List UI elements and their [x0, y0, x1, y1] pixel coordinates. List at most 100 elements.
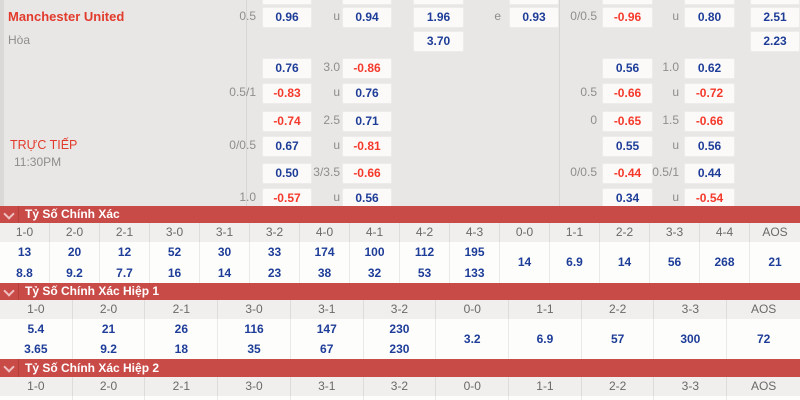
- score-odds[interactable]: 230: [389, 342, 410, 356]
- over-under-line: 1.5: [662, 113, 679, 127]
- over-under-odds[interactable]: 0.56: [684, 136, 735, 157]
- handicap-odds[interactable]: -0.74: [262, 111, 312, 132]
- score-odds[interactable]: 72: [756, 332, 771, 346]
- section-toggle-button[interactable]: [0, 206, 19, 223]
- over-under-odds[interactable]: 0.71: [342, 111, 392, 132]
- 1x2-odds[interactable]: 2.23: [750, 31, 800, 52]
- over-under-odds[interactable]: -0.86: [342, 58, 392, 79]
- score-odds[interactable]: 26: [174, 322, 189, 336]
- handicap-line: 1.0: [239, 190, 256, 204]
- score-odds[interactable]: 3.65: [24, 342, 48, 356]
- handicap-odds[interactable]: -0.83: [262, 83, 312, 104]
- score-odds[interactable]: 6.9: [536, 332, 554, 346]
- score-odds[interactable]: 3.2: [463, 332, 481, 346]
- over-under-odds[interactable]: 0.94: [342, 7, 392, 28]
- score-odds[interactable]: 18: [174, 342, 189, 356]
- over-under-odds[interactable]: 0.56: [342, 188, 392, 206]
- score-odds[interactable]: 30: [217, 245, 232, 259]
- score-cell: 30 14: [200, 242, 250, 283]
- score-odds[interactable]: 147: [316, 322, 337, 336]
- handicap-odds[interactable]: -0.66: [602, 83, 653, 104]
- score-odds[interactable]: 9.2: [100, 342, 117, 356]
- score-cell: 20 9.2: [50, 242, 100, 283]
- score-cell: [218, 396, 291, 400]
- score-odds[interactable]: 56: [667, 255, 682, 269]
- score-odds[interactable]: 8.8: [16, 265, 33, 280]
- over-under-odds[interactable]: 0.62: [684, 58, 735, 79]
- score-odds[interactable]: 38: [317, 265, 332, 280]
- handicap-odds[interactable]: 0.67: [262, 136, 312, 157]
- over-under-odds[interactable]: -0.81: [342, 136, 392, 157]
- score-odds[interactable]: 112: [414, 245, 435, 259]
- score-cell: 12 7.7: [100, 242, 150, 283]
- score-odds[interactable]: 195: [464, 245, 485, 259]
- handicap-odds[interactable]: -0.65: [602, 111, 653, 132]
- score-cell: 174 38: [300, 242, 350, 283]
- over-under-odds[interactable]: -0.66: [342, 163, 392, 184]
- score-header: AOS: [750, 379, 777, 393]
- score-odds[interactable]: 53: [417, 265, 432, 280]
- score-odds[interactable]: 12: [117, 245, 132, 259]
- score-odds[interactable]: 230: [389, 322, 410, 336]
- section-toggle-button[interactable]: [0, 359, 19, 377]
- score-odds[interactable]: 57: [610, 332, 625, 346]
- score-cell: 230 230: [364, 319, 437, 359]
- handicap-odds[interactable]: 0.96: [262, 7, 312, 28]
- handicap-odds[interactable]: 0.34: [602, 188, 653, 206]
- score-odds[interactable]: 13: [17, 245, 32, 259]
- score-header: 3-2: [250, 223, 300, 242]
- score-odds[interactable]: 20: [67, 245, 82, 259]
- score-odds[interactable]: 7.7: [116, 265, 133, 280]
- score-cell: 26 18: [146, 319, 219, 359]
- over-under-odds[interactable]: 0.80: [684, 7, 735, 28]
- score-odds[interactable]: 268: [714, 255, 735, 269]
- score-odds[interactable]: 14: [517, 255, 532, 269]
- 1x2-odds[interactable]: 3.70: [413, 31, 464, 52]
- score-odds[interactable]: 21: [768, 255, 782, 269]
- score-odds[interactable]: 33: [267, 245, 282, 259]
- score-odds[interactable]: 100: [364, 245, 385, 259]
- score-odds[interactable]: 23: [267, 265, 282, 280]
- handicap-odds[interactable]: 0.76: [262, 58, 312, 79]
- over-under-odds[interactable]: 0.76: [342, 83, 392, 104]
- score-odds[interactable]: 5.4: [27, 322, 45, 336]
- over-under-odds[interactable]: -0.66: [684, 111, 735, 132]
- score-cell: 57: [582, 319, 655, 359]
- handicap-odds[interactable]: -0.44: [602, 163, 653, 184]
- section-title: Tỷ Số Chính Xác: [25, 207, 120, 221]
- handicap-line: 0.5: [239, 9, 256, 23]
- score-odds[interactable]: 6.9: [566, 255, 583, 269]
- handicap-odds[interactable]: 0.56: [602, 58, 653, 79]
- score-odds[interactable]: 67: [320, 342, 334, 356]
- section-toggle-button[interactable]: [0, 283, 19, 300]
- handicap-odds[interactable]: -0.57: [262, 188, 312, 206]
- score-odds[interactable]: 32: [367, 265, 382, 280]
- score-header: 3-0: [218, 300, 291, 319]
- score-odds[interactable]: 16: [167, 265, 182, 280]
- score-cell: 21: [750, 242, 800, 283]
- score-odds[interactable]: 35: [247, 342, 261, 356]
- over-under-line: 0.5/1: [652, 165, 679, 179]
- handicap-odds[interactable]: 0.55: [602, 136, 653, 157]
- score-odds[interactable]: 14: [217, 265, 232, 280]
- over-under-odds[interactable]: -0.54: [684, 188, 735, 206]
- score-odds[interactable]: 9.2: [66, 265, 83, 280]
- over-under-line: u: [333, 138, 340, 152]
- handicap-line: 0/0.5: [570, 9, 597, 23]
- score-header: AOS: [762, 225, 788, 239]
- odd-even-odds[interactable]: 0.93: [509, 7, 559, 28]
- handicap-odds[interactable]: 0.50: [262, 163, 312, 184]
- over-under-odds[interactable]: -0.72: [684, 83, 735, 104]
- score-odds[interactable]: 21: [101, 322, 116, 336]
- 1x2-odds[interactable]: 1.96: [413, 7, 464, 28]
- score-odds[interactable]: 133: [464, 265, 485, 280]
- handicap-odds[interactable]: -0.96: [602, 7, 653, 28]
- score-odds[interactable]: 14: [617, 255, 632, 269]
- score-odds[interactable]: 300: [680, 332, 701, 346]
- score-odds[interactable]: 52: [167, 245, 182, 259]
- score-odds[interactable]: 116: [244, 322, 264, 336]
- over-under-line: u: [672, 9, 679, 23]
- 1x2-odds[interactable]: 2.51: [750, 7, 800, 28]
- over-under-odds[interactable]: 0.44: [684, 163, 735, 184]
- score-odds[interactable]: 174: [314, 245, 335, 259]
